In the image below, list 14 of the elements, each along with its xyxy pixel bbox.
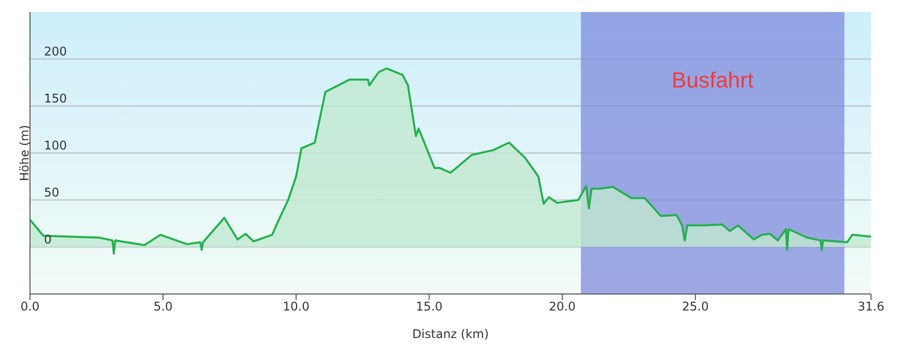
y-axis-title: Höhe (m) xyxy=(17,124,32,182)
x-tick-label: 31.6 xyxy=(858,300,884,314)
x-axis-title: Distanz (km) xyxy=(412,327,489,341)
y-tick-label: 150 xyxy=(44,91,67,106)
x-tick-label: 25.0 xyxy=(682,300,709,314)
y-tick-label: 50 xyxy=(44,185,60,200)
y-tick-label: 200 xyxy=(44,44,67,58)
x-tick-label: 0.0 xyxy=(20,300,40,314)
x-tick-label: 5.0 xyxy=(154,300,173,314)
x-tick-label: 15.0 xyxy=(416,300,443,314)
y-tick-label: 100 xyxy=(44,138,67,152)
band-label: Busfahrt xyxy=(672,68,754,93)
x-tick-label: 20.0 xyxy=(548,300,576,314)
x-tick-label: 10.0 xyxy=(282,300,310,314)
